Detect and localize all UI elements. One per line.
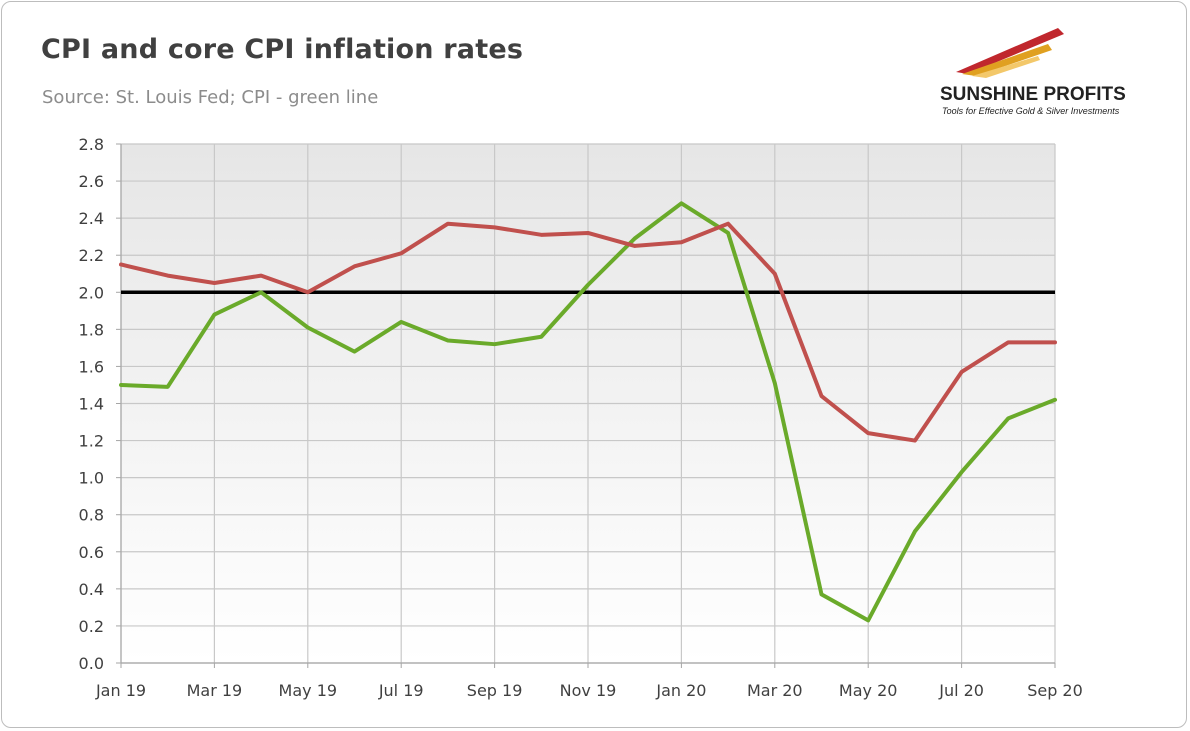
vertical-gridlines [120,144,1056,668]
y-tick-label: 2.2 [79,246,104,265]
y-tick-label: 0.2 [79,617,104,636]
y-tick-label: 1.6 [79,357,104,376]
y-tick-label: 1.4 [79,395,104,414]
x-tick-label: Jan 20 [655,681,706,700]
series-line-cpi [119,201,1057,623]
y-tick-label: 1.0 [79,469,104,488]
x-tick-label: Sep 20 [1027,681,1083,700]
x-tick-label: Sep 19 [467,681,523,700]
y-tick-label: 0.0 [79,654,104,673]
series-line-core-cpi [119,221,1057,443]
y-tick-label: 0.8 [79,506,104,525]
logo-tagline: Tools for Effective Gold & Silver Invest… [942,106,1120,116]
x-tick-label: Mar 20 [747,681,803,700]
chart-title: CPI and core CPI inflation rates [41,34,524,65]
y-tick-label: 0.4 [79,580,104,599]
x-tick-label: Jan 19 [95,681,146,700]
logo-red-ray [956,28,1064,74]
y-tick-label: 2.6 [79,172,104,191]
y-tick-label: 1.2 [79,432,104,451]
y-tick-label: 2.0 [79,283,104,302]
logo-gold-ray [962,44,1052,76]
x-tick-label: Nov 19 [560,681,617,700]
series-lines [119,201,1057,623]
x-axis-tick-labels: Jan 19 Mar 19 May 19 Jul 19 Sep 19 Nov 19 Jan … [95,681,1083,700]
x-tick-label: May 19 [279,681,338,700]
chart-subtitle: Source: St. Louis Fed; CPI - green line [42,87,379,108]
logo-name: SUNSHINE PROFITS [940,84,1126,105]
y-tick-label: 0.6 [79,543,104,562]
y-tick-label: 2.8 [79,135,104,154]
y-tick-label: 2.4 [79,209,104,228]
sunshine-profits-logo: SUNSHINE PROFITS Tools for Effective Gol… [940,28,1126,116]
x-tick-label: Jul 20 [938,681,984,700]
y-tick-label: 1.8 [79,320,104,339]
x-tick-label: Mar 19 [187,681,243,700]
x-tick-label: Jul 19 [378,681,424,700]
logo-light-ray [972,56,1040,78]
y-axis-tick-labels: 0.0 0.2 0.4 0.6 0.8 1.0 1.2 1.4 1.6 1.8 2.0 2.2 2.4 2… [79,135,104,673]
x-tick-label: May 20 [839,681,898,700]
